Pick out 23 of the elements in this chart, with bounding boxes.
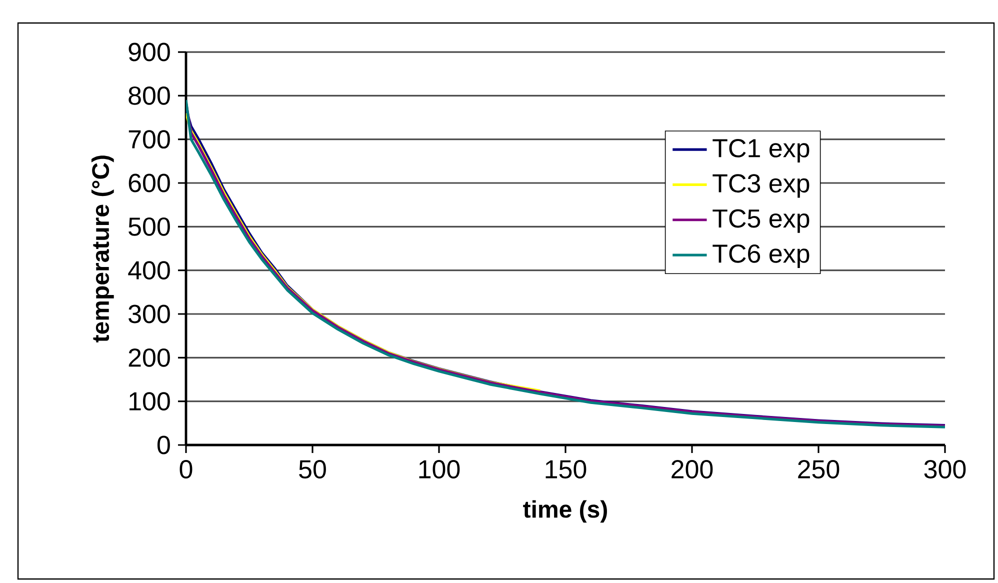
x-axis-title: time (s) [523,500,607,523]
y-tick-label: 500 [128,217,170,236]
legend-label: TC1 exp [712,139,810,163]
y-tick-label: 300 [128,304,170,324]
y-tick-label: 800 [128,86,170,105]
x-tick-label: 200 [672,460,713,478]
x-tick-label: 150 [546,460,586,478]
legend-label: TC3 exp [712,174,810,198]
x-tick-label: 0 [180,460,192,478]
y-tick-label: 100 [130,392,170,411]
x-tick-label: 300 [924,460,966,478]
legend-label: TC6 exp [712,244,810,268]
x-tick-label: 50 [299,460,326,478]
y-tick-label: 0 [157,436,170,454]
y-tick-label: 600 [128,174,170,192]
y-tick-label: 900 [128,42,170,62]
x-tick-label: 100 [419,460,460,478]
x-tick-label: 250 [798,460,840,478]
y-tick-label: 200 [128,348,170,367]
y-axis-title: temperature (°C) [91,156,114,342]
y-tick-label: 400 [128,261,170,280]
legend-label: TC5 exp [712,209,810,233]
y-tick-label: 700 [128,130,170,149]
